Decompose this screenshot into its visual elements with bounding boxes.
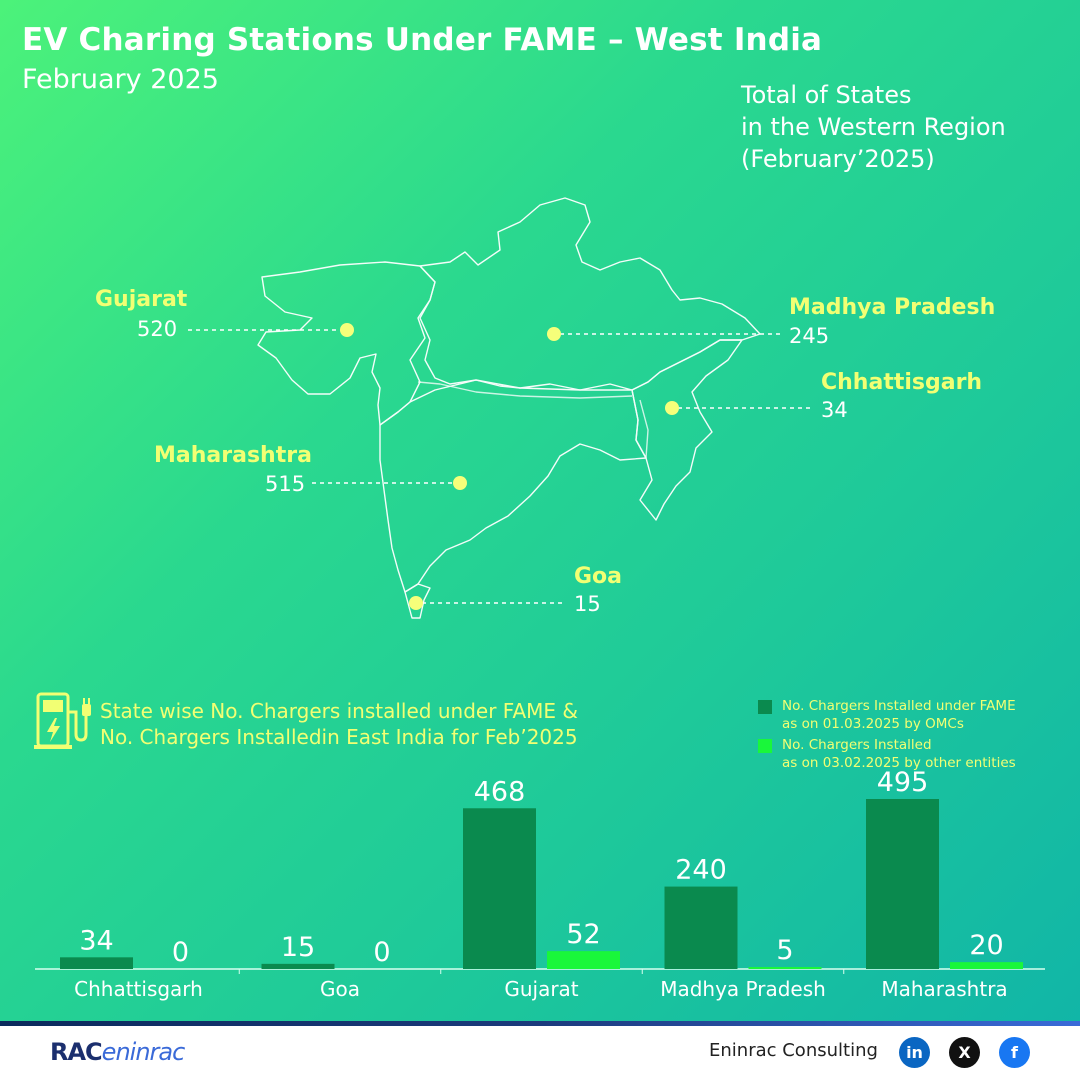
madhya-pradesh-marker — [547, 327, 561, 341]
legend-fame-line-2: as on 01.03.2025 by OMCs — [782, 716, 964, 732]
data-label-goa-series-2: 0 — [373, 937, 390, 968]
category-label-goa: Goa — [320, 977, 360, 1001]
bar-madhya-pradesh-series-1 — [664, 886, 738, 969]
legend-swatch-other — [758, 739, 772, 753]
bar-maharashtra-series-2 — [950, 962, 1023, 969]
legend-other-line-1: No. Chargers Installed — [782, 737, 932, 753]
page-title: EV Charing Stations Under FAME – West In… — [22, 22, 823, 58]
region-total-line-1: Total of States — [741, 81, 912, 109]
goa-label: Goa — [574, 564, 623, 589]
chhattisgarh-value: 34 — [821, 398, 848, 422]
bar-goa-series-1 — [261, 963, 335, 969]
category-label-gujarat: Gujarat — [504, 977, 578, 1001]
brand-name: Eninrac Consulting — [709, 1040, 878, 1061]
legend-item-other: No. Chargers Installed as on 03.02.2025 … — [758, 736, 1058, 772]
data-label-gujarat-series-1: 468 — [474, 776, 526, 807]
logo-main: RAC — [50, 1038, 103, 1066]
goa-marker — [409, 596, 423, 610]
chart-section-title: State wise No. Chargers installed under … — [100, 698, 620, 750]
category-label-madhya-pradesh: Madhya Pradesh — [660, 977, 826, 1001]
chart-section-title-line-2: No. Chargers Installedin East India for … — [100, 725, 578, 749]
madhya-pradesh-outline — [419, 197, 761, 391]
bar-chhattisgarh-series-1 — [60, 957, 133, 969]
x-icon[interactable]: X — [949, 1037, 980, 1068]
page-subtitle: February 2025 — [22, 64, 219, 95]
data-label-chhattisgarh-series-2: 0 — [172, 937, 189, 968]
linkedin-icon[interactable]: in — [899, 1037, 930, 1068]
region-total-caption: Total of States in the Western Region (F… — [741, 79, 1061, 175]
gujarat-label: Gujarat — [95, 287, 188, 312]
footer: RACeninrac Eninrac Consulting in X f — [0, 1026, 1080, 1080]
ev-charger-icon — [34, 692, 91, 749]
goa-value: 15 — [574, 592, 601, 616]
data-label-madhya-pradesh-series-1: 240 — [675, 855, 727, 886]
logo-script: eninrac — [101, 1038, 186, 1066]
bar-madhya-pradesh-series-2 — [748, 967, 822, 969]
data-label-madhya-pradesh-series-2: 5 — [776, 935, 793, 966]
chhattisgarh-label: Chhattisgarh — [821, 370, 983, 395]
chhattisgarh-marker — [665, 401, 679, 415]
legend-swatch-fame — [758, 700, 772, 714]
chart-legend: No. Chargers Installed under FAME as on … — [758, 697, 1058, 775]
data-label-chhattisgarh-series-1: 34 — [79, 925, 113, 956]
gujarat-marker — [340, 323, 354, 337]
legend-other-line-2: as on 03.02.2025 by other entities — [782, 755, 1016, 771]
gujarat-value: 520 — [137, 317, 178, 341]
maharashtra-value: 515 — [265, 472, 306, 496]
footer-divider — [0, 1021, 1080, 1026]
region-total-line-3: (February’2025) — [741, 145, 935, 173]
madhya-pradesh-label: Madhya Pradesh — [789, 295, 996, 320]
data-label-gujarat-series-2: 52 — [566, 919, 600, 950]
eninrac-logo: RACeninrac — [50, 1038, 186, 1066]
facebook-icon[interactable]: f — [999, 1037, 1030, 1068]
goa-outline — [404, 583, 431, 619]
legend-fame-line-1: No. Chargers Installed under FAME — [782, 698, 1016, 714]
legend-item-fame: No. Chargers Installed under FAME as on … — [758, 697, 1058, 733]
data-label-maharashtra-series-2: 20 — [969, 930, 1003, 961]
data-label-maharashtra-series-1: 495 — [877, 767, 929, 798]
chart-section-title-line-1: State wise No. Chargers installed under … — [100, 699, 578, 723]
madhya-pradesh-value: 245 — [789, 324, 830, 348]
maharashtra-marker — [453, 476, 467, 490]
category-label-chhattisgarh: Chhattisgarh — [74, 977, 203, 1001]
data-label-goa-series-1: 15 — [281, 932, 315, 963]
bar-maharashtra-series-1 — [866, 799, 939, 969]
bar-gujarat-series-2 — [547, 951, 620, 969]
category-label-maharashtra: Maharashtra — [881, 977, 1007, 1001]
bar-gujarat-series-1 — [463, 808, 536, 969]
region-total-line-2: in the Western Region — [741, 113, 1006, 141]
maharashtra-outline — [379, 379, 647, 593]
maharashtra-label: Maharashtra — [154, 443, 312, 468]
